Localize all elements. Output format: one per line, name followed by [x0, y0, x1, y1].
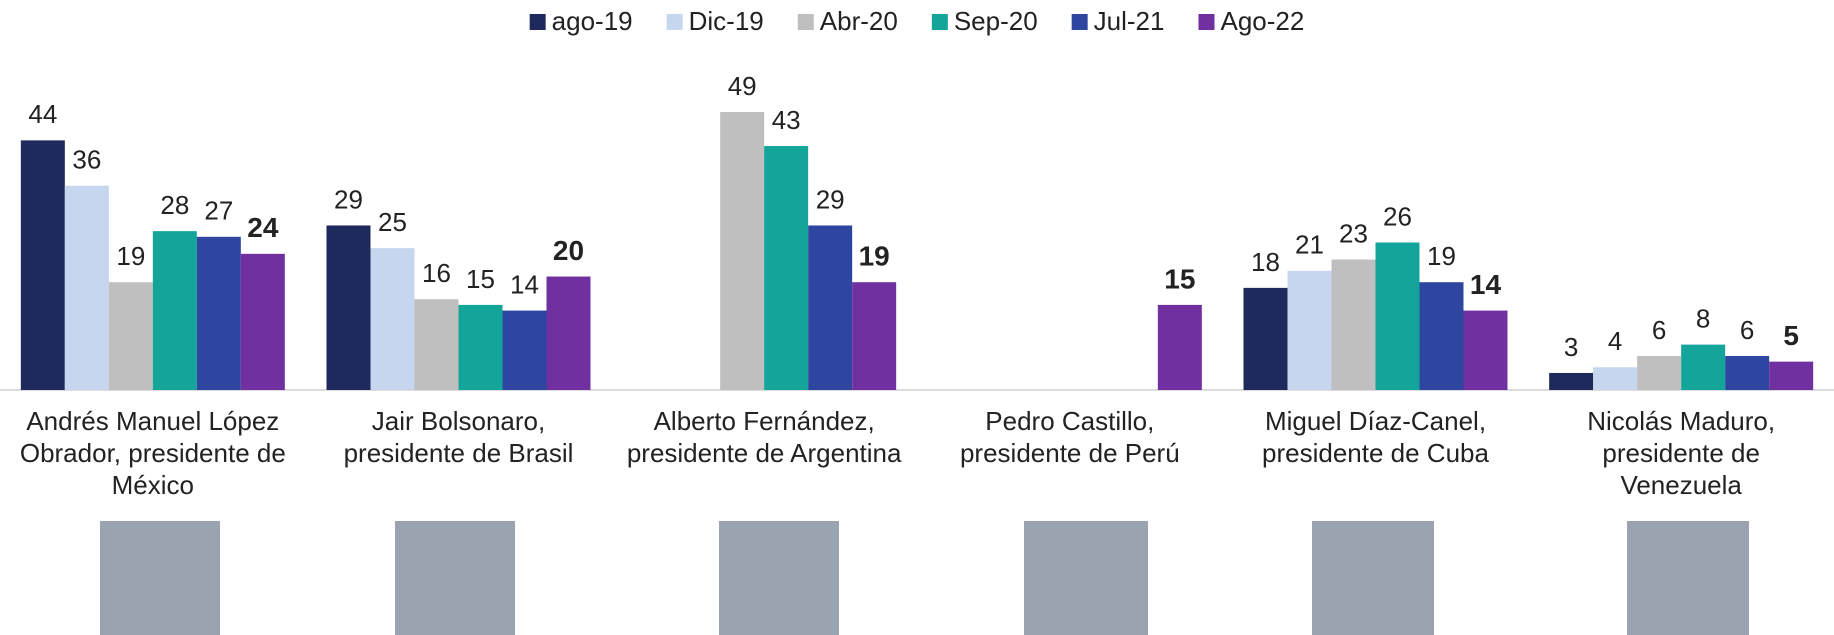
bar — [1420, 282, 1464, 390]
value-label: 23 — [1339, 218, 1368, 248]
bar — [459, 305, 503, 390]
value-label: 14 — [1470, 269, 1502, 300]
bar — [720, 112, 764, 390]
value-label: 19 — [1427, 241, 1456, 271]
x-tick-label: Venezuela — [1620, 470, 1742, 500]
value-label: 43 — [772, 105, 801, 135]
value-label: 26 — [1383, 201, 1412, 231]
x-tick-label: presidente de Brasil — [344, 438, 574, 468]
value-label: 14 — [510, 269, 539, 299]
legend-swatch — [667, 14, 683, 30]
photo — [395, 521, 515, 635]
value-label: 29 — [816, 184, 845, 214]
bar — [197, 237, 241, 390]
value-label: 3 — [1564, 332, 1578, 362]
bar — [415, 299, 459, 390]
bar — [1464, 311, 1508, 390]
bar — [1725, 356, 1769, 390]
bar — [153, 231, 197, 390]
page: Andrés Manuel LópezObrador, presidente d… — [0, 0, 1834, 635]
x-tick-label: presidente de Cuba — [1262, 438, 1489, 468]
legend-swatch — [1198, 14, 1214, 30]
value-label: 36 — [72, 145, 101, 175]
value-label: 28 — [160, 190, 189, 220]
x-tick-label: Miguel Díaz-Canel, — [1265, 406, 1486, 436]
value-label: 5 — [1783, 320, 1799, 351]
bar — [503, 311, 547, 390]
legend-swatch — [798, 14, 814, 30]
bar — [852, 282, 896, 390]
value-label: 15 — [466, 264, 495, 294]
value-label: 25 — [378, 207, 407, 237]
value-label: 4 — [1608, 326, 1622, 356]
value-label: 6 — [1740, 315, 1754, 345]
legend-label: Dic-19 — [689, 6, 764, 36]
x-tick-label: Andrés Manuel López — [26, 406, 279, 436]
bar — [1288, 271, 1332, 390]
bar — [109, 282, 153, 390]
value-label: 15 — [1164, 263, 1195, 294]
x-tick-label: México — [112, 470, 194, 500]
x-tick-label: Jair Bolsonaro, — [372, 406, 545, 436]
photo — [100, 521, 220, 635]
legend-label: Ago-22 — [1220, 6, 1304, 36]
value-label: 21 — [1295, 230, 1324, 260]
value-label: 49 — [728, 71, 757, 101]
x-tick-label: Pedro Castillo, — [985, 406, 1154, 436]
bar — [1769, 362, 1813, 390]
bar — [371, 248, 415, 390]
bar — [1593, 367, 1637, 390]
legend-swatch — [530, 14, 546, 30]
photos — [100, 521, 1749, 635]
value-label: 20 — [553, 235, 584, 266]
legend-swatch — [932, 14, 948, 30]
bar — [1376, 242, 1420, 390]
legend-swatch — [1072, 14, 1088, 30]
bar — [1158, 305, 1202, 390]
value-label: 44 — [28, 99, 57, 129]
x-tick-label: presidente de — [1602, 438, 1760, 468]
x-tick-label: presidente de Argentina — [627, 438, 902, 468]
legend-label: Abr-20 — [820, 6, 898, 36]
bar — [1244, 288, 1288, 390]
value-label: 6 — [1652, 315, 1666, 345]
bar — [241, 254, 285, 390]
bar — [1549, 373, 1593, 390]
value-label: 18 — [1251, 247, 1280, 277]
bar — [65, 186, 109, 390]
x-tick-label: Alberto Fernández, — [654, 406, 875, 436]
bar — [547, 277, 591, 390]
legend-label: ago-19 — [552, 6, 633, 36]
bar — [764, 146, 808, 390]
value-label: 8 — [1696, 303, 1710, 333]
value-label: 19 — [116, 241, 145, 271]
x-tick-label: presidente de Perú — [960, 438, 1180, 468]
chart: Andrés Manuel LópezObrador, presidente d… — [0, 0, 1834, 635]
value-label: 29 — [334, 184, 363, 214]
bar — [1637, 356, 1681, 390]
photo — [1312, 521, 1434, 635]
value-label: 27 — [204, 196, 233, 226]
value-label: 16 — [422, 258, 451, 288]
bar — [1681, 345, 1725, 390]
bar — [327, 225, 371, 390]
x-tick-label: Nicolás Maduro, — [1587, 406, 1775, 436]
bar — [808, 225, 852, 390]
x-tick-label: Obrador, presidente de — [20, 438, 286, 468]
photo — [1627, 521, 1749, 635]
value-label: 24 — [247, 212, 279, 243]
value-label: 19 — [859, 241, 890, 272]
photo — [719, 521, 839, 635]
photo — [1024, 521, 1148, 635]
bar — [1332, 260, 1376, 390]
bar — [21, 140, 65, 390]
legend-label: Sep-20 — [954, 6, 1038, 36]
legend-label: Jul-21 — [1094, 6, 1165, 36]
